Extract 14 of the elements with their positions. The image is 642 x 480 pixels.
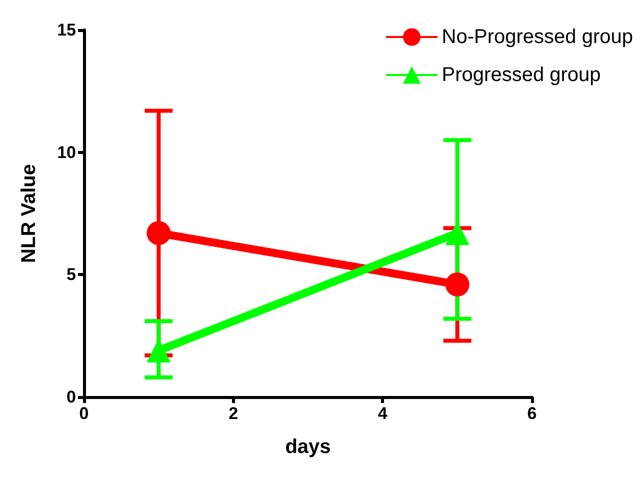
y-tick-label: 5 [66, 265, 76, 284]
x-tick-label: 0 [79, 404, 89, 423]
x-tick-label: 6 [527, 404, 537, 423]
legend-label: Progressed group [442, 64, 601, 86]
y-tick-label: 15 [57, 20, 76, 40]
point [146, 221, 171, 246]
y-axis-title: NLR Value [18, 164, 40, 263]
y-tick-label: 0 [66, 388, 76, 406]
x-tick-label: 2 [228, 404, 238, 423]
y-tick-label: 10 [57, 142, 76, 162]
legend-label: No-Progressed group [442, 26, 634, 48]
x-axis-title: days [285, 436, 331, 458]
x-tick-label: 4 [378, 404, 388, 423]
point [445, 272, 470, 296]
